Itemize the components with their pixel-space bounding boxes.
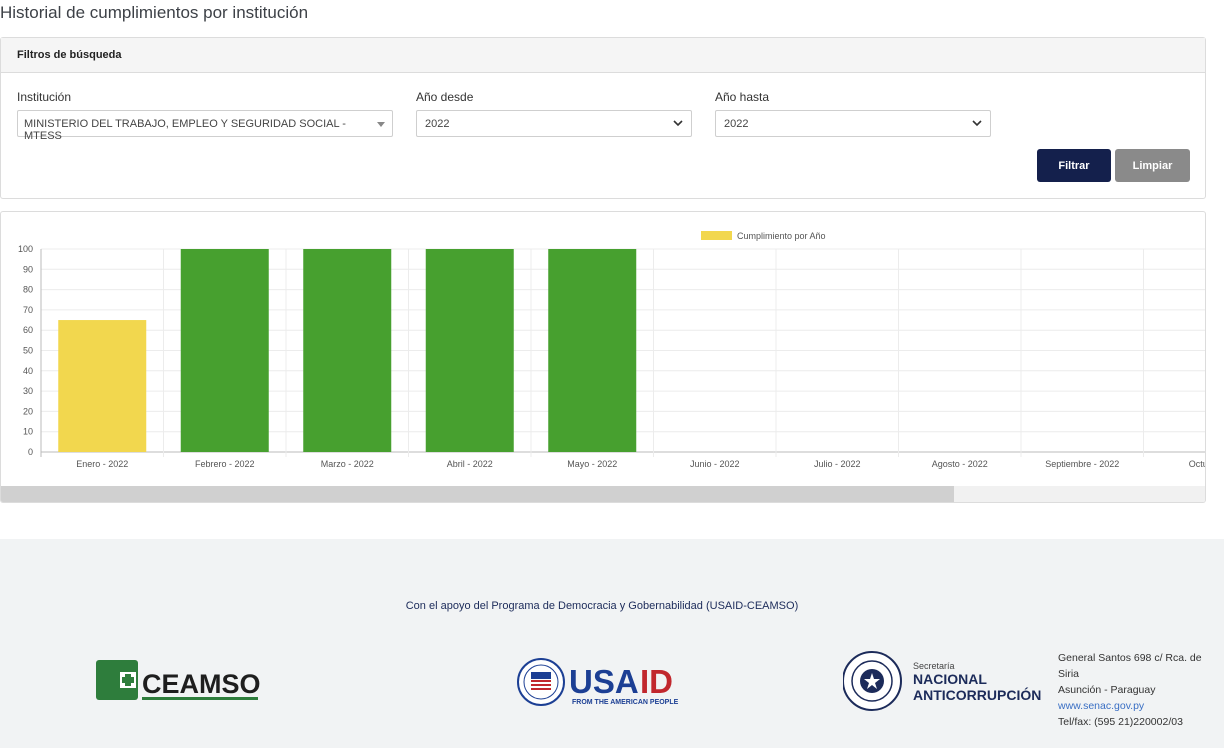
y-tick-label: 90 [23, 264, 33, 274]
anio-hasta-select-value: 2022 [724, 118, 749, 130]
chevron-down-icon [972, 120, 982, 127]
y-tick-label: 70 [23, 305, 33, 315]
y-tick-label: 80 [23, 285, 33, 295]
y-tick-label: 60 [23, 325, 33, 335]
y-tick-label: 0 [28, 447, 33, 457]
anio-hasta-select[interactable]: 2022 [715, 110, 991, 137]
y-tick-label: 30 [23, 386, 33, 396]
usaid-tagline: FROM THE AMERICAN PEOPLE [572, 699, 679, 706]
x-tick-label: Abril - 2022 [447, 459, 493, 469]
x-tick-label: Enero - 2022 [76, 459, 128, 469]
y-axis-ticks: 0 10 20 30 40 50 60 70 80 90 100 [18, 244, 33, 457]
x-tick-label: Febrero - 2022 [195, 459, 255, 469]
senac-line2: ANTICORRUPCIÓN [913, 686, 1041, 703]
y-tick-label: 10 [23, 427, 33, 437]
legend-swatch [701, 231, 732, 240]
anio-desde-select[interactable]: 2022 [416, 110, 692, 137]
usaid-wordmark-usa: USA [569, 663, 639, 700]
bar-3 [303, 249, 392, 452]
ceamso-wordmark: CEAMSO [142, 669, 261, 699]
limpiar-button[interactable]: Limpiar [1115, 149, 1190, 182]
address-line-2: Asunción - Paraguay [1058, 684, 1156, 696]
website-link[interactable]: www.senac.gov.py [1058, 700, 1145, 712]
footer: Con el apoyo del Programa de Democracia … [0, 539, 1224, 748]
anio-desde-select-value: 2022 [425, 118, 450, 130]
anio-desde-label: Año desde [416, 90, 474, 104]
x-axis-labels: Enero - 2022 Febrero - 2022 Marzo - 2022 Ab… [76, 459, 1206, 469]
ceamso-mark [96, 660, 138, 700]
scrollbar-thumb[interactable] [1, 486, 954, 502]
y-tick-label: 20 [23, 406, 33, 416]
filter-card: Filtros de búsqueda Institución MINISTER… [0, 37, 1206, 199]
senac-line1: NACIONAL [913, 671, 987, 687]
ceamso-logo[interactable]: CEAMSO [96, 660, 262, 709]
usaid-wordmark-id: ID [640, 663, 673, 700]
bar-5 [548, 249, 637, 452]
x-tick-label: Octubre [1189, 459, 1206, 469]
address-line-1: General Santos 698 c/ Rca. de Siria [1058, 652, 1202, 680]
institucion-select[interactable]: MINISTERIO DEL TRABAJO, EMPLEO Y SEGURID… [17, 110, 393, 142]
x-tick-label: Septiembre - 2022 [1045, 459, 1119, 469]
phone-text: Tel/fax: (595 21)220002/03 [1058, 716, 1183, 728]
senac-small: Secretaría [913, 661, 955, 671]
horizontal-scrollbar[interactable] [1, 486, 1205, 502]
y-tick-label: 40 [23, 366, 33, 376]
bar-4 [425, 249, 514, 452]
legend-label: Cumplimiento por Año [737, 231, 826, 241]
bar-2 [180, 249, 269, 452]
address-block: General Santos 698 c/ Rca. de Siria Asun… [1058, 650, 1224, 730]
chevron-down-icon [673, 120, 683, 127]
caret-down-icon [377, 122, 385, 127]
support-text: Con el apoyo del Programa de Democracia … [405, 600, 799, 612]
x-tick-label: Junio - 2022 [690, 459, 740, 469]
x-tick-label: Agosto - 2022 [932, 459, 988, 469]
page-title: Historial de cumplimientos por instituci… [0, 3, 309, 22]
institucion-label: Institución [17, 90, 72, 104]
bar-chart: 0 10 20 30 40 50 60 70 80 90 100 Enero - 2022 Febre… [18, 231, 1206, 469]
filtrar-button[interactable]: Filtrar [1037, 149, 1111, 182]
x-tick-label: Mayo - 2022 [567, 459, 617, 469]
usaid-logo[interactable]: USA ID FROM THE AMERICAN PEOPLE [516, 658, 688, 711]
chart-card: 0 10 20 30 40 50 60 70 80 90 100 Enero - 2022 Febre… [0, 211, 1206, 503]
filter-header: Filtros de búsqueda [1, 38, 1205, 73]
bar-1 [58, 320, 147, 452]
senac-logo[interactable]: Secretaría NACIONAL ANTICORRUPCIÓN [842, 650, 1043, 717]
y-tick-label: 100 [18, 244, 33, 254]
x-tick-label: Julio - 2022 [814, 459, 861, 469]
y-tick-label: 50 [23, 346, 33, 356]
chart-legend: Cumplimiento por Año [701, 231, 826, 241]
anio-hasta-label: Año hasta [715, 90, 770, 104]
x-tick-label: Marzo - 2022 [321, 459, 374, 469]
chart-bars [58, 249, 637, 452]
institucion-select-value: MINISTERIO DEL TRABAJO, EMPLEO Y SEGURID… [24, 118, 346, 142]
